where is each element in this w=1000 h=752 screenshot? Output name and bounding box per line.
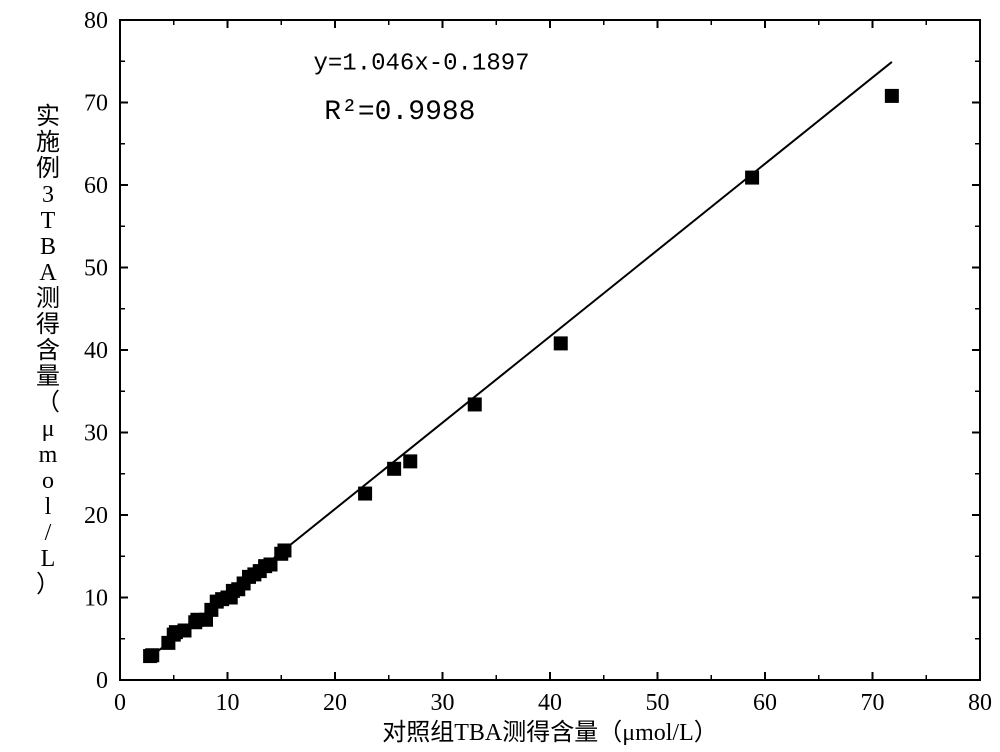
y-axis-label-char: l: [45, 494, 52, 520]
data-marker: [745, 171, 759, 185]
y-axis-label-char: 含: [36, 337, 60, 364]
y-axis-label-char: T: [41, 208, 56, 234]
y-axis-label: 实施例3TBA测得含量（μmol/L）: [36, 103, 60, 598]
y-axis-label-char: μ: [42, 416, 55, 442]
x-tick-label: 70: [861, 690, 885, 716]
y-axis-label-char: L: [41, 546, 56, 572]
x-axis-label: 对照组TBA测得含量（μmol/L）: [382, 719, 718, 746]
equation-annotation: y=1.046x-0.1897: [314, 51, 530, 78]
data-marker: [468, 397, 482, 411]
y-tick-label: 30: [84, 421, 108, 447]
y-axis-label-char: A: [39, 260, 57, 286]
y-axis-label-char: 3: [42, 182, 54, 208]
x-tick-label: 80: [968, 690, 992, 716]
y-tick-label: 40: [84, 338, 108, 364]
data-marker: [145, 648, 159, 662]
data-marker: [554, 336, 568, 350]
data-marker: [277, 543, 291, 557]
data-marker: [387, 462, 401, 476]
y-axis-label-char: o: [42, 468, 54, 494]
y-axis-label-char: /: [45, 520, 52, 546]
data-marker: [358, 487, 372, 501]
y-axis-label-char: 测: [36, 285, 60, 312]
y-axis-label-char: 实: [36, 103, 60, 130]
y-tick-label: 70: [84, 91, 108, 117]
data-marker: [403, 454, 417, 468]
y-tick-label: 10: [84, 586, 108, 612]
y-axis-label-char: 量: [36, 364, 60, 390]
x-tick-label: 60: [753, 690, 777, 716]
x-tick-label: 20: [323, 690, 347, 716]
y-tick-label: 50: [84, 256, 108, 282]
y-tick-label: 20: [84, 503, 108, 529]
y-axis-label-char: 施: [36, 129, 60, 156]
scatter-chart: 0 10 20 30 40 50 60 70 80 0 10 20 30 40 50 60 70 80 y=1.04…: [0, 0, 1000, 752]
y-axis-label-char: ）: [36, 572, 60, 598]
x-tick-label: 50: [646, 690, 670, 716]
y-axis-label-char: 例: [36, 155, 60, 182]
chart-svg: 0 10 20 30 40 50 60 70 80 0 10 20 30 40 50 60 70 80 y=1.04…: [0, 0, 1000, 752]
y-tick-label: 60: [84, 173, 108, 199]
y-axis-label-char: （: [36, 390, 60, 416]
r-squared-annotation: R²=0.9988: [324, 97, 475, 128]
y-axis-label-char: 得: [36, 311, 60, 338]
y-tick-label: 0: [96, 668, 108, 694]
data-marker: [885, 89, 899, 103]
x-tick-label: 0: [114, 690, 126, 716]
x-tick-label: 40: [538, 690, 562, 716]
x-tick-label: 30: [431, 690, 455, 716]
y-axis-label-char: B: [40, 234, 56, 260]
x-tick-label: 10: [216, 690, 240, 716]
y-tick-label: 80: [84, 8, 108, 34]
y-axis-label-char: m: [39, 442, 58, 468]
